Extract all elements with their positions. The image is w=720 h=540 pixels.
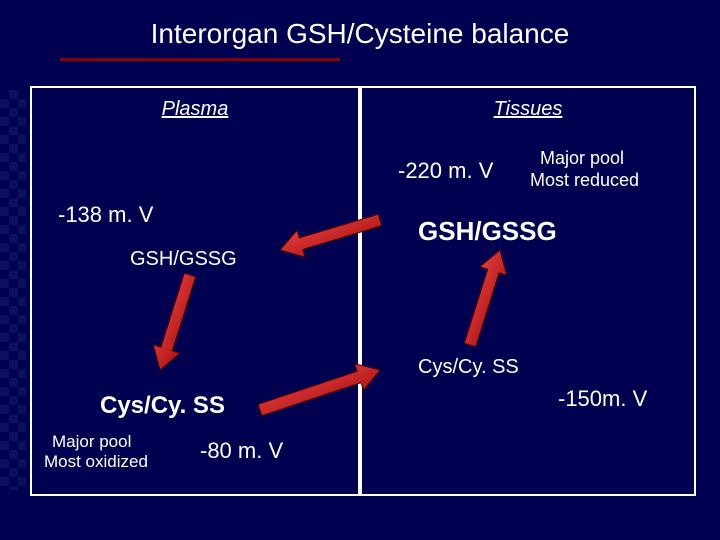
tissues-gsh-label: GSH/GSSG (418, 216, 557, 247)
plasma-label: Plasma (32, 98, 358, 121)
title-underline (60, 58, 340, 61)
plasma-cys-note1: Major pool (52, 432, 131, 452)
plasma-gsh-label: GSH/GSSG (130, 248, 237, 271)
plasma-cys-mv: -80 m. V (200, 438, 283, 464)
decorative-checker (0, 90, 26, 490)
tissues-cys-label: Cys/Cy. SS (418, 356, 519, 379)
plasma-cys-label: Cys/Cy. SS (100, 392, 225, 420)
plasma-gsh-mv: -138 m. V (58, 202, 153, 228)
tissues-label: Tissues (362, 98, 694, 121)
plasma-cys-note2: Most oxidized (44, 452, 148, 472)
tissues-gsh-note2: Most reduced (530, 170, 639, 191)
slide-title: Interorgan GSH/Cysteine balance (0, 18, 720, 50)
tissues-panel: Tissues (360, 86, 696, 496)
tissues-cys-mv: -150m. V (558, 386, 647, 412)
tissues-gsh-note1: Major pool (540, 148, 624, 169)
tissues-gsh-mv: -220 m. V (398, 158, 493, 184)
